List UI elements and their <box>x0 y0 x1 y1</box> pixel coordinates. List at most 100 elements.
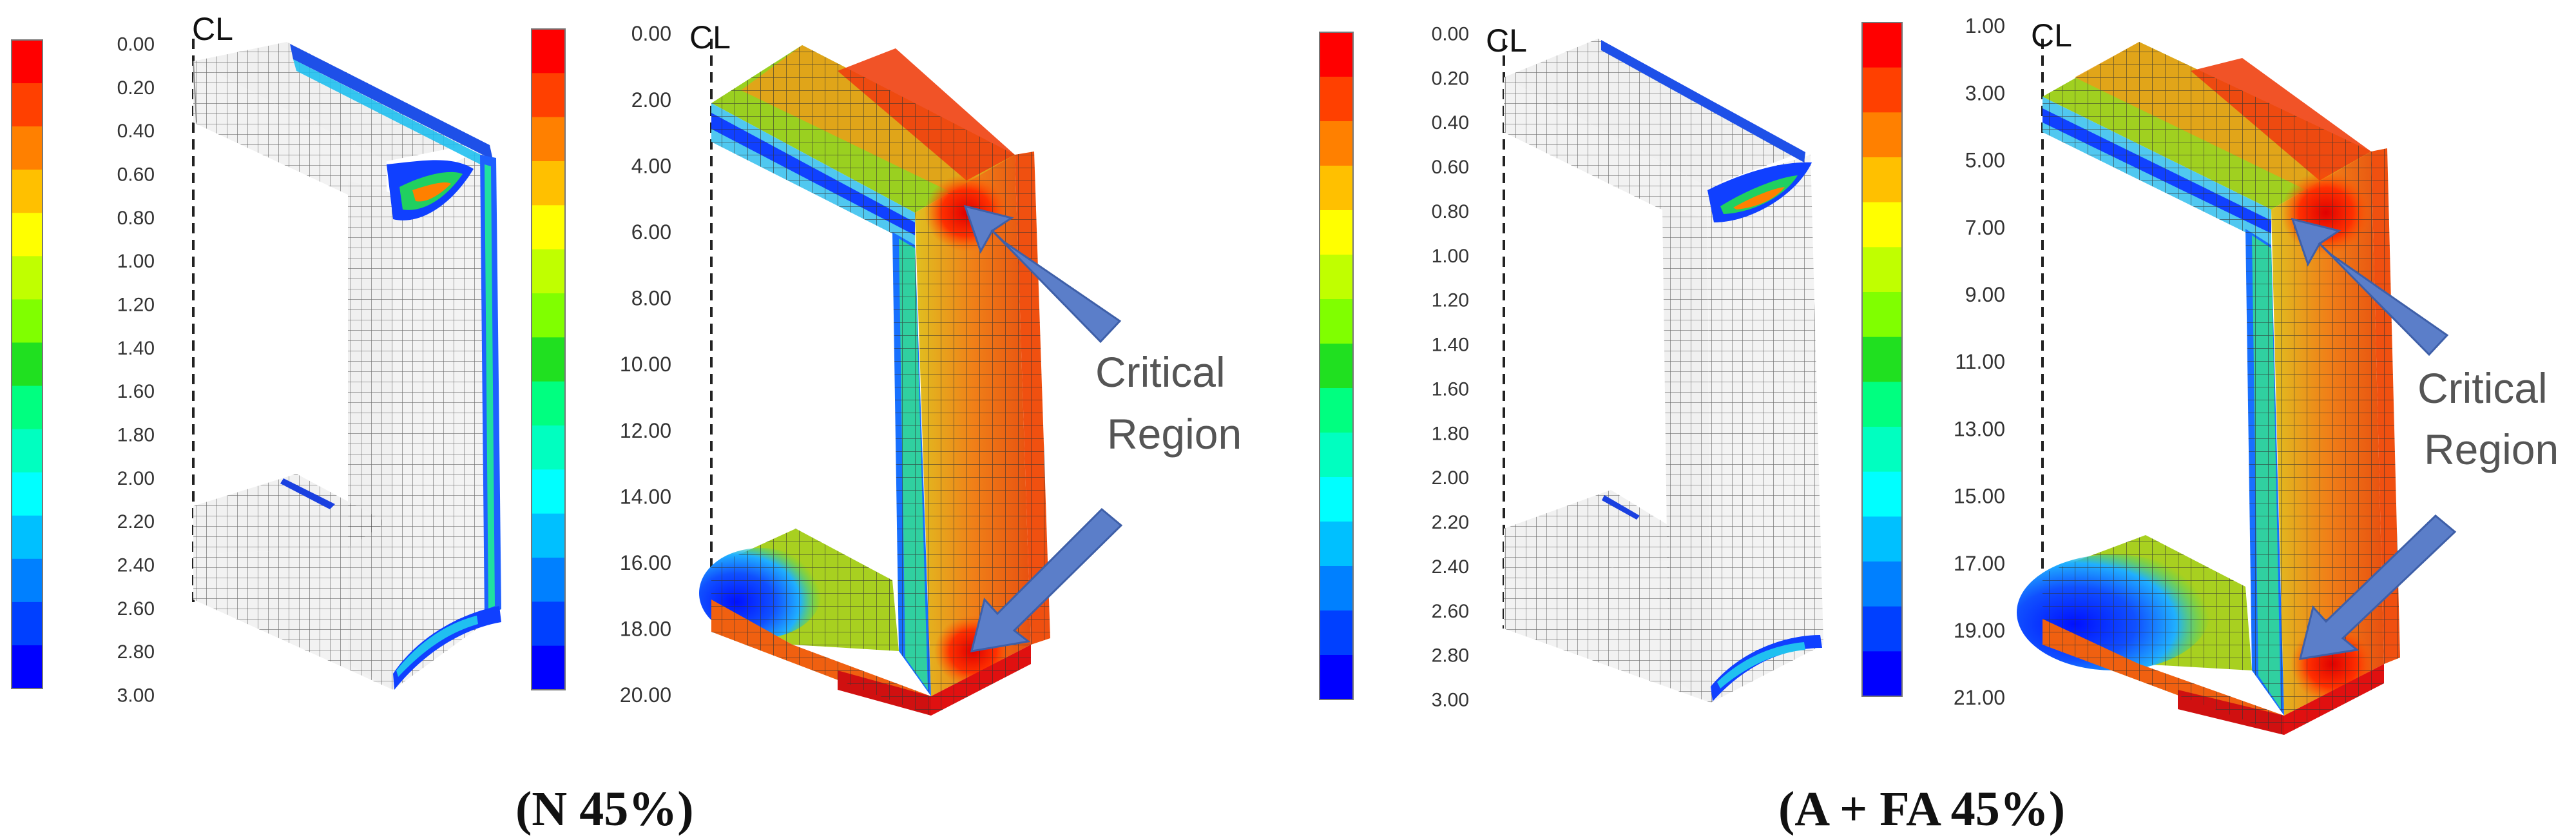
scale-bar-damage-n45-segment <box>12 601 43 646</box>
scale-bar-afa45-segment <box>1862 112 1902 158</box>
scale-bar-damage-afa45-segment <box>1320 610 1353 656</box>
scale-damage-n45-tick-label: 2.40 <box>117 555 155 576</box>
scale-damage-afa45-tick-label: 2.00 <box>1432 467 1469 489</box>
scale-damage-n45-tick-label: 0.80 <box>117 208 155 229</box>
caption-afa45: (A + FA 45%) <box>1778 782 2065 836</box>
scale-n45-tick-label: 4.00 <box>631 154 671 177</box>
scale-damage-n45-tick-label: 1.20 <box>117 295 155 316</box>
scale-afa45-tick-label: 5.00 <box>1965 149 2005 172</box>
scale-afa45-tick-label: 17.00 <box>1954 552 2005 575</box>
scale-bar-damage-afa45-segment <box>1320 433 1353 478</box>
scale-tick-labels: 0.00 0.20 0.40 0.60 0.80 1.00 1.20 1.40 1.60 1.80… <box>117 14 2005 710</box>
scale-bar-damage-n45-segment <box>12 213 43 257</box>
scale-bar-damage-afa45-segment <box>1320 299 1353 344</box>
scale-bar-damage-n45-segment <box>12 515 43 560</box>
scale-damage-n45-tick-label: 1.60 <box>117 381 155 402</box>
critical-region-label-n45-line1: Critical <box>1095 348 1226 396</box>
scale-bar-damage-n45-segment <box>12 342 43 387</box>
scale-bar-n45-segment <box>532 73 565 118</box>
scale-damage-n45-tick-label: 1.80 <box>117 425 155 446</box>
scale-bar-afa45-segment <box>1862 67 1902 113</box>
scale-damage-afa45-tick-label: 0.40 <box>1432 112 1469 133</box>
arrow-afa45-upper <box>2291 217 2449 357</box>
scale-n45-tick-label: 0.00 <box>631 22 671 45</box>
scale-damage-afa45-tick-label: 1.20 <box>1432 290 1469 311</box>
scale-damage-n45-tick-label: 2.80 <box>117 641 155 663</box>
scale-n45-tick-label: 18.00 <box>620 618 671 641</box>
scale-n45-tick-label: 8.00 <box>631 287 671 310</box>
scale-damage-afa45-tick-label: 3.00 <box>1432 690 1469 711</box>
scale-bar-afa45-segment <box>1862 292 1902 338</box>
scale-bar-damage-afa45-segment <box>1320 566 1353 611</box>
scale-bar-damage-afa45-segment <box>1320 477 1353 522</box>
scale-bar-n45-segment <box>532 469 565 514</box>
scale-damage-n45-tick-label: 2.60 <box>117 598 155 620</box>
scale-n45-tick-label: 6.00 <box>631 220 671 244</box>
scale-bar-afa45-segment <box>1862 606 1902 652</box>
cl-label-2: CL <box>689 19 731 55</box>
scale-afa45-tick-label: 9.00 <box>1965 283 2005 306</box>
arrow-n45-upper <box>963 204 1122 344</box>
scale-bar-damage-afa45-segment <box>1320 166 1353 211</box>
scale-damage-afa45-tick-label: 1.40 <box>1432 335 1469 356</box>
cl-label-3: CL <box>1486 23 1527 59</box>
scale-bar-damage-n45-segment <box>12 645 43 689</box>
scale-bar-afa45-segment <box>1862 202 1902 248</box>
scale-bar-damage-afa45-segment <box>1320 255 1353 300</box>
scale-damage-afa45-tick-label: 2.80 <box>1432 645 1469 667</box>
scale-damage-n45-tick-label: 0.00 <box>117 34 155 55</box>
scale-bar-damage-afa45-segment <box>1320 522 1353 567</box>
scale-n45-tick-label: 16.00 <box>620 551 671 574</box>
scale-bar-damage-n45-frame <box>11 39 43 689</box>
scale-bar-n45-segment <box>532 337 565 382</box>
arrow-afa45-lower <box>2298 514 2457 660</box>
scale-bar-afa45-segment <box>1862 247 1902 293</box>
scale-damage-n45-tick-label: 2.20 <box>117 511 155 532</box>
scale-bar-n45-segment <box>532 161 565 206</box>
scale-n45-tick-label: 12.00 <box>620 419 671 442</box>
edge-band-top <box>290 44 493 160</box>
scale-bar-afa45-segment <box>1862 562 1902 607</box>
scale-afa45-tick-label: 21.00 <box>1954 686 2005 709</box>
scale-damage-n45-tick-label: 1.40 <box>117 338 155 359</box>
scale-afa45-tick-label: 11.00 <box>1955 350 2005 373</box>
bottom-corner-band <box>393 606 501 690</box>
scale-bar-afa45-segment <box>1862 382 1902 427</box>
scale-bar-n45-segment <box>532 381 565 426</box>
scale-damage-afa45-tick-label: 1.80 <box>1432 423 1469 444</box>
bottom-corner-band <box>1711 635 1822 701</box>
scale-afa45-tick-label: 3.00 <box>1965 81 2005 104</box>
scale-damage-n45-tick-label: 1.00 <box>117 251 155 272</box>
scale-afa45-tick-label: 1.00 <box>1965 14 2005 37</box>
scale-bar-damage-afa45-segment <box>1320 655 1353 700</box>
scale-bar-damage-afa45-frame <box>1319 32 1354 700</box>
critical-region-label-n45-line2: Region <box>1107 410 1242 458</box>
scale-bar-damage-afa45-segment <box>1320 388 1353 433</box>
scale-n45-tick-label: 10.00 <box>620 353 671 376</box>
color-scale-bars <box>11 22 1903 700</box>
scale-bar-damage-n45-segment <box>12 170 43 213</box>
model-n45-colored <box>699 45 1050 716</box>
scale-damage-n45-tick-label: 2.00 <box>117 468 155 489</box>
scale-bar-n45-segment <box>532 29 565 73</box>
scale-damage-n45-tick-label: 3.00 <box>117 685 155 707</box>
scale-afa45-tick-label: 7.00 <box>1965 216 2005 239</box>
scale-damage-n45-tick-label: 0.40 <box>117 121 155 142</box>
critical-region-label-afa45-line1: Critical <box>2417 364 2548 412</box>
scale-bar-n45-segment <box>532 425 565 470</box>
scale-bar-afa45-segment <box>1862 651 1902 697</box>
scale-bar-damage-n45-segment <box>12 386 43 430</box>
scale-damage-afa45-tick-label: 0.20 <box>1432 68 1469 89</box>
scale-bar-afa45-segment <box>1862 516 1902 562</box>
scale-bar-n45-segment <box>532 558 565 602</box>
scale-damage-afa45-tick-label: 1.00 <box>1432 246 1469 267</box>
scale-damage-afa45-tick-label: 1.60 <box>1432 378 1469 400</box>
scale-bar-damage-n45-segment <box>12 472 43 516</box>
scale-bar-damage-n45-segment <box>12 256 43 300</box>
scale-damage-afa45-tick-label: 2.40 <box>1432 556 1469 578</box>
scale-bar-n45-segment <box>532 513 565 558</box>
scale-n45-tick-label: 20.00 <box>620 683 671 707</box>
scale-bar-damage-n45-segment <box>12 40 43 84</box>
critical-arrows <box>963 204 2457 660</box>
